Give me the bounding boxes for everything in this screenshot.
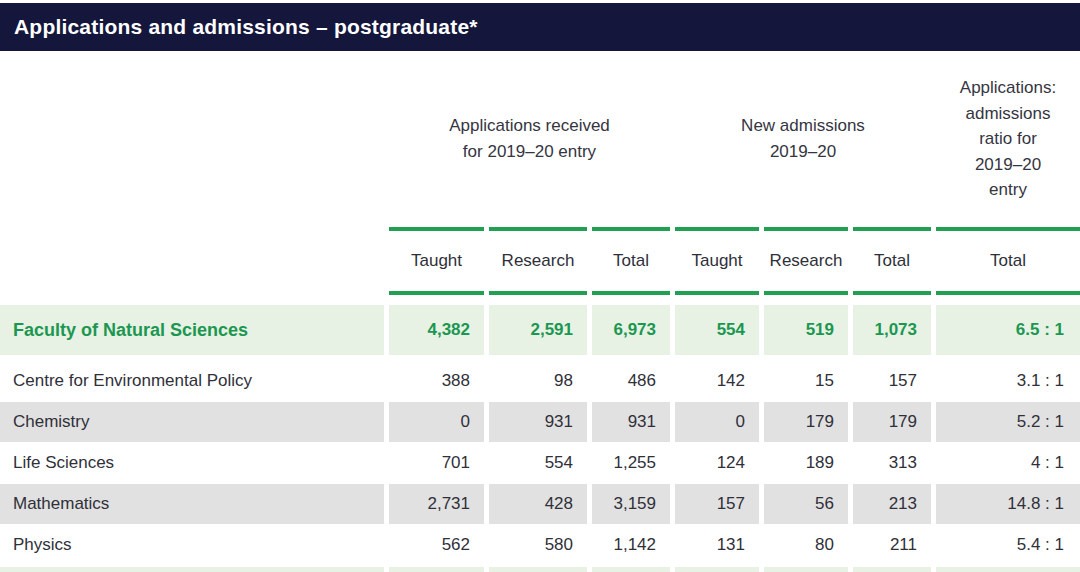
- cell-value: 3,159: [592, 484, 670, 524]
- cell-value: 179: [764, 402, 848, 442]
- cell-value: 15: [764, 361, 848, 401]
- cell-value: 428: [489, 484, 587, 524]
- table-row: Centre for Environmental Policy 388 98 4…: [0, 361, 1080, 401]
- group-header-line: 2019–20: [675, 139, 931, 165]
- row-label: Physics: [0, 525, 384, 565]
- column-header-research-admissions: Research: [764, 227, 848, 295]
- partial-cell: [0, 567, 384, 572]
- group-header-applications-received: Applications received for 2019–20 entry: [389, 113, 670, 166]
- cell-value: 179: [853, 402, 931, 442]
- group-header-new-admissions: New admissions 2019–20: [675, 113, 931, 166]
- cell-value: 519: [764, 305, 848, 355]
- cell-value: 562: [389, 525, 484, 565]
- cell-value: 6,973: [592, 305, 670, 355]
- partial-cell: [592, 567, 670, 572]
- cell-value: 554: [489, 443, 587, 483]
- table-row: Chemistry 0 931 931 0 179 179 5.2 : 1: [0, 402, 1080, 442]
- cell-value: 189: [764, 443, 848, 483]
- group-header-line: Applications received: [389, 113, 670, 139]
- cell-value: 1,255: [592, 443, 670, 483]
- subheader-row: Taught Research Total Taught Research To…: [0, 227, 1080, 295]
- column-header-taught-applications: Taught: [389, 227, 484, 295]
- cell-value: 213: [853, 484, 931, 524]
- next-row-partial: [0, 567, 1080, 572]
- cell-value: 931: [592, 402, 670, 442]
- cell-value: 142: [675, 361, 759, 401]
- column-header-taught-admissions: Taught: [675, 227, 759, 295]
- cell-value: 486: [592, 361, 670, 401]
- cell-value: 4 : 1: [936, 443, 1080, 483]
- table-row: Life Sciences 701 554 1,255 124 189 313 …: [0, 443, 1080, 483]
- group-header-row: Applications received for 2019–20 entry …: [0, 51, 1080, 227]
- cell-value: 388: [389, 361, 484, 401]
- column-header-total-applications: Total: [592, 227, 670, 295]
- cell-value: 5.2 : 1: [936, 402, 1080, 442]
- group-header-ratio: Applications: admissions ratio for 2019–…: [936, 75, 1080, 203]
- table-row: Physics 562 580 1,142 131 80 211 5.4 : 1: [0, 525, 1080, 565]
- group-header-line: for 2019–20 entry: [389, 139, 670, 165]
- row-label: Chemistry: [0, 402, 384, 442]
- partial-cell: [489, 567, 587, 572]
- cell-value: 554: [675, 305, 759, 355]
- table-row: Mathematics 2,731 428 3,159 157 56 213 1…: [0, 484, 1080, 524]
- cell-value: 157: [853, 361, 931, 401]
- cell-value: 157: [675, 484, 759, 524]
- column-header-total-ratio: Total: [936, 227, 1080, 295]
- cell-value: 0: [389, 402, 484, 442]
- cell-value: 0: [675, 402, 759, 442]
- cell-value: 2,591: [489, 305, 587, 355]
- cell-value: 313: [853, 443, 931, 483]
- cell-value: 98: [489, 361, 587, 401]
- row-label: Life Sciences: [0, 443, 384, 483]
- cell-value: 3.1 : 1: [936, 361, 1080, 401]
- partial-cell: [936, 567, 1080, 572]
- column-header-research-applications: Research: [489, 227, 587, 295]
- group-header-line: New admissions: [675, 113, 931, 139]
- row-label: Mathematics: [0, 484, 384, 524]
- partial-cell: [764, 567, 848, 572]
- cell-value: 80: [764, 525, 848, 565]
- row-label: Faculty of Natural Sciences: [0, 305, 384, 355]
- cell-value: 211: [853, 525, 931, 565]
- cell-value: 14.8 : 1: [936, 484, 1080, 524]
- partial-cell: [389, 567, 484, 572]
- cell-value: 1,142: [592, 525, 670, 565]
- cell-value: 124: [675, 443, 759, 483]
- cell-value: 5.4 : 1: [936, 525, 1080, 565]
- cell-value: 931: [489, 402, 587, 442]
- cell-value: 701: [389, 443, 484, 483]
- cell-value: 4,382: [389, 305, 484, 355]
- cell-value: 1,073: [853, 305, 931, 355]
- cell-value: 131: [675, 525, 759, 565]
- column-header-total-admissions: Total: [853, 227, 931, 295]
- partial-cell: [675, 567, 759, 572]
- group-header-line: Applications: admissions ratio for 2019–…: [954, 75, 1062, 203]
- row-label: Centre for Environmental Policy: [0, 361, 384, 401]
- cell-value: 580: [489, 525, 587, 565]
- page-title: Applications and admissions – postgradua…: [0, 3, 1080, 51]
- subheader-spacer: [0, 227, 384, 295]
- cell-value: 56: [764, 484, 848, 524]
- partial-cell: [853, 567, 931, 572]
- cell-value: 6.5 : 1: [936, 305, 1080, 355]
- table-row-faculty-summary: Faculty of Natural Sciences 4,382 2,591 …: [0, 305, 1080, 355]
- cell-value: 2,731: [389, 484, 484, 524]
